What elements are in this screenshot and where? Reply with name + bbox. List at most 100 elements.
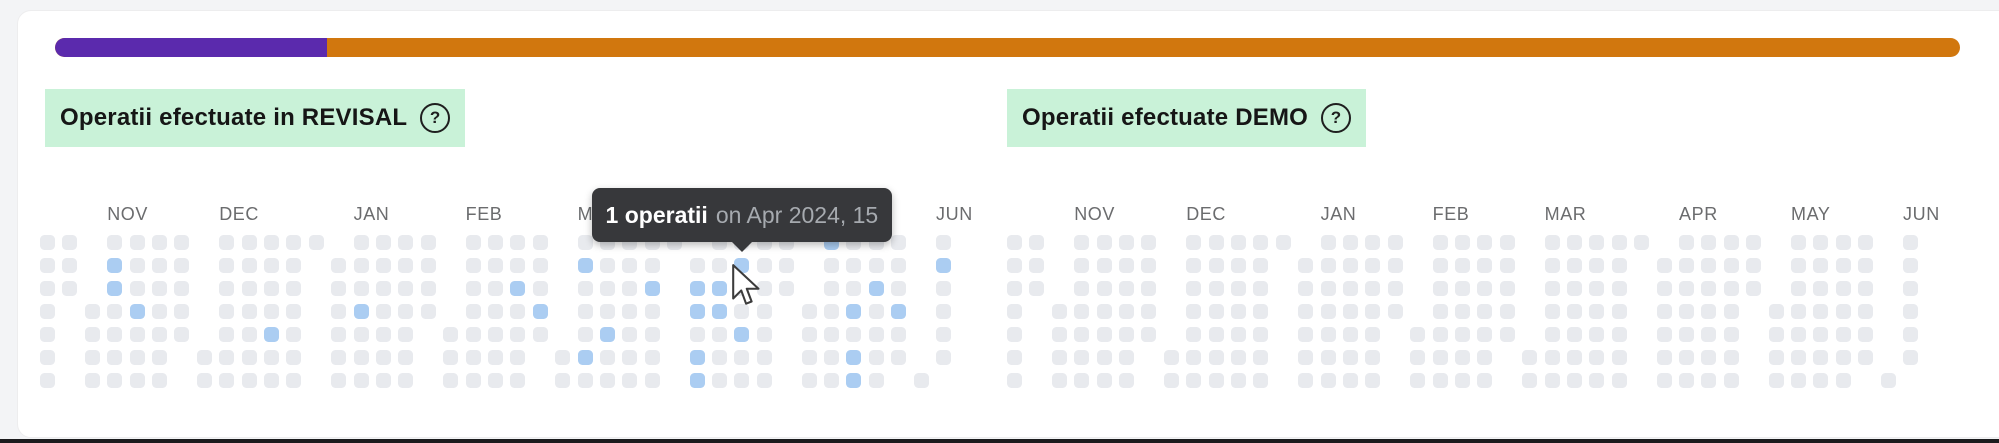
heatmap-cell[interactable] (1656, 373, 1672, 388)
heatmap-cell[interactable] (1813, 258, 1829, 273)
heatmap-cell[interactable] (1343, 327, 1358, 342)
heatmap-cell[interactable] (734, 373, 750, 388)
heatmap-cell[interactable] (1007, 235, 1022, 250)
heatmap-cell[interactable] (1320, 281, 1336, 296)
heatmap-cell[interactable] (532, 258, 548, 273)
heatmap-cell[interactable] (644, 350, 660, 365)
help-icon[interactable]: ? (1321, 103, 1352, 133)
heatmap-cell[interactable] (1903, 235, 1918, 250)
heatmap-cell[interactable] (1074, 373, 1090, 388)
heatmap-cell[interactable] (1567, 304, 1582, 319)
heatmap-cell[interactable] (824, 258, 839, 273)
heatmap-cell[interactable] (1567, 281, 1582, 296)
heatmap-cell[interactable] (398, 258, 414, 273)
heatmap-cell[interactable] (1231, 235, 1246, 250)
heatmap-cell[interactable] (734, 350, 750, 365)
heatmap-cell[interactable] (488, 258, 503, 273)
heatmap-cell[interactable] (689, 350, 705, 365)
heatmap-cell[interactable] (264, 304, 279, 319)
heatmap-cell[interactable] (1455, 373, 1470, 388)
heatmap-cell[interactable] (1253, 373, 1269, 388)
heatmap-cell[interactable] (1119, 327, 1134, 342)
heatmap-cell[interactable] (40, 350, 55, 365)
heatmap-cell[interactable] (1208, 327, 1224, 342)
heatmap-cell[interactable] (1119, 373, 1134, 388)
heatmap-cell[interactable] (1701, 235, 1717, 250)
heatmap-cell[interactable] (1074, 327, 1090, 342)
heatmap-cell[interactable] (107, 258, 123, 273)
heatmap-cell[interactable] (1835, 304, 1851, 319)
heatmap-cell[interactable] (600, 350, 615, 365)
heatmap-cell[interactable] (1589, 350, 1605, 365)
heatmap-cell[interactable] (801, 304, 817, 319)
heatmap-cell[interactable] (107, 281, 123, 296)
heatmap-cell[interactable] (1477, 350, 1493, 365)
heatmap-cell[interactable] (1096, 304, 1112, 319)
heatmap-cell[interactable] (1141, 304, 1157, 319)
heatmap-cell[interactable] (1119, 304, 1134, 319)
heatmap-cell[interactable] (1567, 327, 1582, 342)
heatmap-cell[interactable] (756, 350, 772, 365)
heatmap-cell[interactable] (644, 304, 660, 319)
heatmap-cell[interactable] (174, 281, 190, 296)
heatmap-cell[interactable] (264, 258, 279, 273)
heatmap-cell[interactable] (331, 373, 347, 388)
heatmap-cell[interactable] (1611, 304, 1627, 319)
heatmap-cell[interactable] (353, 235, 369, 250)
heatmap-cell[interactable] (1096, 327, 1112, 342)
heatmap-cell[interactable] (1701, 373, 1717, 388)
heatmap-cell[interactable] (1746, 281, 1762, 296)
heatmap-cell[interactable] (1679, 373, 1694, 388)
heatmap-cell[interactable] (756, 281, 772, 296)
heatmap-cell[interactable] (1119, 281, 1134, 296)
heatmap-cell[interactable] (241, 373, 257, 388)
heatmap-cell[interactable] (756, 258, 772, 273)
heatmap-cell[interactable] (1186, 373, 1202, 388)
heatmap-cell[interactable] (1589, 304, 1605, 319)
heatmap-cell[interactable] (1298, 258, 1314, 273)
heatmap-cell[interactable] (264, 373, 279, 388)
heatmap-cell[interactable] (1096, 258, 1112, 273)
heatmap-cell[interactable] (420, 304, 436, 319)
heatmap-cell[interactable] (107, 350, 123, 365)
heatmap-cell[interactable] (152, 373, 167, 388)
heatmap-cell[interactable] (1611, 373, 1627, 388)
heatmap-cell[interactable] (1208, 350, 1224, 365)
heatmap-cell[interactable] (40, 327, 55, 342)
heatmap-cell[interactable] (1679, 327, 1694, 342)
heatmap-cell[interactable] (241, 235, 257, 250)
heatmap-cell[interactable] (1253, 327, 1269, 342)
heatmap-cell[interactable] (577, 350, 593, 365)
heatmap-cell[interactable] (488, 327, 503, 342)
heatmap-cell[interactable] (1679, 304, 1694, 319)
heatmap-cell[interactable] (868, 350, 884, 365)
heatmap-cell[interactable] (622, 304, 638, 319)
heatmap-cell[interactable] (1858, 327, 1874, 342)
heatmap-cell[interactable] (1656, 327, 1672, 342)
heatmap-cell[interactable] (1880, 373, 1896, 388)
heatmap-cell[interactable] (84, 304, 100, 319)
heatmap-cell[interactable] (1231, 373, 1246, 388)
heatmap-cell[interactable] (129, 235, 145, 250)
heatmap-cell[interactable] (1903, 350, 1918, 365)
heatmap-cell[interactable] (801, 327, 817, 342)
heatmap-cell[interactable] (801, 350, 817, 365)
heatmap-cell[interactable] (1253, 304, 1269, 319)
heatmap-cell[interactable] (488, 304, 503, 319)
heatmap-cell[interactable] (1723, 350, 1739, 365)
heatmap-cell[interactable] (286, 258, 302, 273)
heatmap-cell[interactable] (1634, 235, 1650, 250)
heatmap-cell[interactable] (1768, 373, 1784, 388)
heatmap-cell[interactable] (936, 327, 951, 342)
heatmap-cell[interactable] (1410, 350, 1426, 365)
heatmap-cell[interactable] (1656, 304, 1672, 319)
heatmap-cell[interactable] (689, 304, 705, 319)
heatmap-cell[interactable] (488, 373, 503, 388)
heatmap-cell[interactable] (219, 327, 235, 342)
heatmap-cell[interactable] (1455, 258, 1470, 273)
heatmap-cell[interactable] (532, 235, 548, 250)
heatmap-cell[interactable] (398, 235, 414, 250)
heatmap-cell[interactable] (465, 258, 481, 273)
heatmap-cell[interactable] (756, 373, 772, 388)
heatmap-cell[interactable] (1679, 258, 1694, 273)
